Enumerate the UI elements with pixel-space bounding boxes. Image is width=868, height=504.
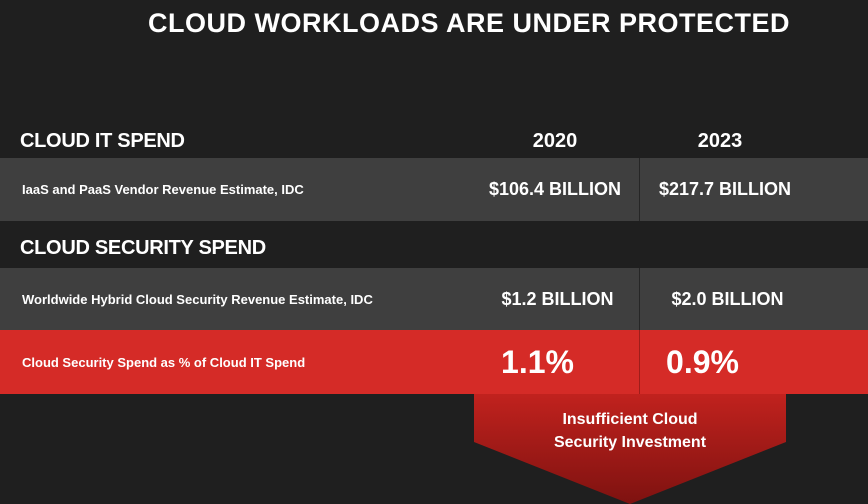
year-2023-header: 2023 [697, 130, 743, 152]
ratio-row: Cloud Security Spend as % of Cloud IT Sp… [0, 330, 868, 394]
cloud-security-spend-row: Worldwide Hybrid Cloud Security Revenue … [0, 268, 868, 330]
column-divider [639, 330, 640, 394]
cloud-it-spend-row: IaaS and PaaS Vendor Revenue Estimate, I… [0, 158, 868, 221]
column-divider [639, 268, 640, 330]
ratio-value-2023: 0.9% [666, 343, 739, 380]
cloud-security-row-label: Worldwide Hybrid Cloud Security Revenue … [22, 291, 373, 307]
column-divider [639, 158, 640, 221]
callout-line-1: Insufficient Cloud [562, 411, 698, 428]
cloud-security-value-2020: $1.2 BILLION [501, 288, 614, 309]
cloud-security-spend-heading: CLOUD SECURITY SPEND [20, 237, 266, 259]
cloud-it-spend-heading: CLOUD IT SPEND [20, 130, 185, 152]
cloud-it-value-2020: $106.4 BILLION [488, 179, 622, 199]
year-2020-header: 2020 [532, 130, 578, 152]
ratio-value-2020: 1.1% [501, 343, 574, 380]
ratio-row-label: Cloud Security Spend as % of Cloud IT Sp… [22, 354, 306, 370]
callout-line-2: Security Investment [553, 434, 707, 451]
cloud-security-value-2023: $2.0 BILLION [671, 288, 784, 309]
cloud-it-row-label: IaaS and PaaS Vendor Revenue Estimate, I… [22, 182, 304, 197]
page-title: CLOUD WORKLOADS ARE UNDER PROTECTED [148, 8, 790, 38]
insufficient-investment-callout: Insufficient Cloud Security Investment [474, 408, 786, 454]
cloud-it-value-2023: $217.7 BILLION [658, 179, 792, 199]
down-arrow-icon [474, 394, 786, 504]
